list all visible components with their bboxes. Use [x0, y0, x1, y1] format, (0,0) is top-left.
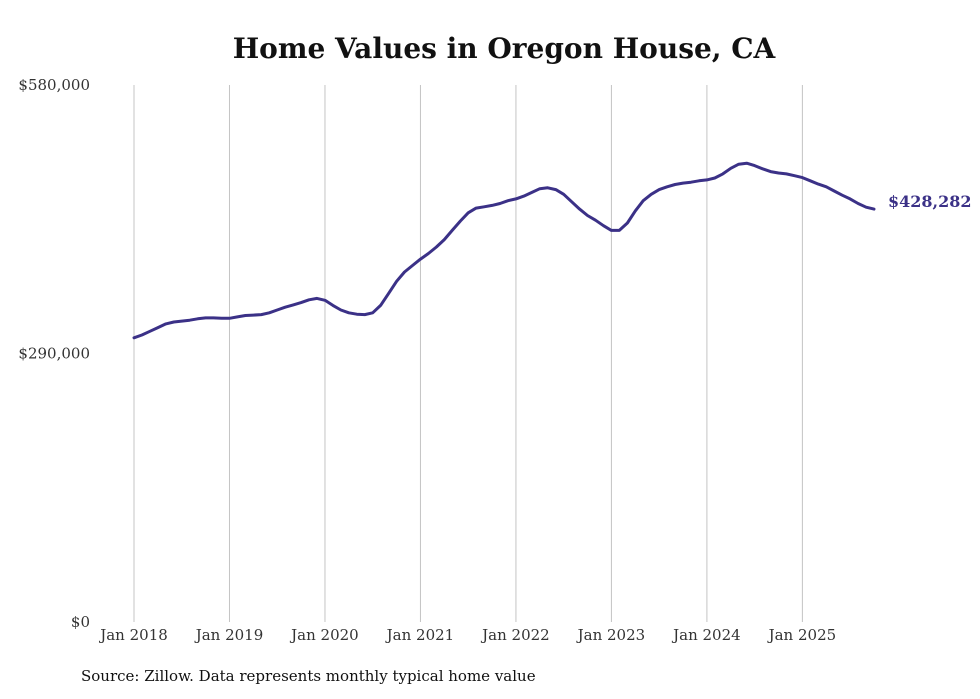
gridlines: [133, 85, 803, 622]
chart-title: Home Values in Oregon House, CA: [233, 32, 777, 65]
x-tick-label: Jan 2021: [385, 626, 455, 644]
series-line: [132, 161, 876, 340]
x-tick-label: Jan 2020: [289, 626, 359, 644]
x-tick-label: Jan 2025: [767, 626, 837, 644]
x-axis-ticks: Jan 2018 Jan 2019 Jan 2020 Jan 2021 Jan 2022…: [98, 626, 836, 644]
x-tick-label: Jan 2024: [671, 626, 741, 644]
x-tick-label: Jan 2022: [480, 626, 550, 644]
x-tick-label: Jan 2023: [576, 626, 646, 644]
x-tick-label: Jan 2018: [98, 626, 168, 644]
y-tick-label: $0: [71, 613, 90, 631]
x-tick-label: Jan 2019: [194, 626, 264, 644]
end-value-label: $428,282: [888, 192, 972, 211]
y-tick-label: $580,000: [18, 76, 90, 94]
source-note: Source: Zillow. Data represents monthly …: [81, 667, 536, 685]
y-axis-ticks: $0 $290,000 $580,000: [18, 76, 90, 631]
y-tick-label: $290,000: [18, 345, 90, 363]
